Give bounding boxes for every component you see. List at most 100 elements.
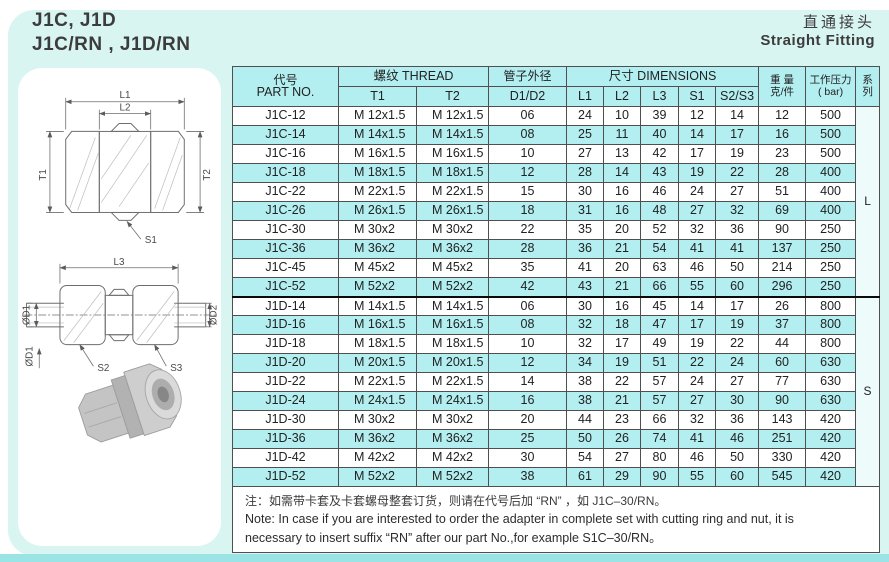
col-header-series-cn2: 列: [862, 85, 873, 98]
table-cell: 42: [640, 144, 679, 164]
table-cell: 63: [640, 258, 679, 278]
table-cell: 41: [714, 239, 760, 259]
table-cell: 54: [640, 239, 679, 259]
table-cell: 27: [714, 372, 760, 392]
table-cell: J1C-14: [232, 125, 339, 145]
table-cell: M 26x1.5: [338, 201, 417, 221]
table-cell: J1D-30: [232, 410, 339, 430]
table-cell: 30: [566, 295, 604, 316]
table-cell: 14: [488, 372, 567, 392]
table-cell: 21: [603, 239, 641, 259]
table-cell: M 30x2: [416, 410, 489, 430]
table-cell: 14: [603, 163, 641, 183]
dim-label-s1: S1: [145, 235, 158, 246]
table-cell: J1D-52: [232, 467, 339, 487]
product-title-cn: 直通接头: [802, 14, 875, 31]
table-cell: 26: [758, 295, 807, 316]
col-header-dimensions: 尺寸 DIMENSIONS: [565, 66, 760, 87]
table-cell: 24: [678, 372, 716, 392]
table-cell: M 16x1.5: [338, 144, 417, 164]
table-cell: M 14x1.5: [416, 295, 489, 316]
table-cell: J1C-18: [232, 163, 339, 183]
table-cell: 22: [714, 163, 760, 183]
table-cell: 137: [758, 239, 807, 259]
dim-label-l3: L3: [114, 257, 125, 268]
table-cell: 50: [714, 258, 760, 278]
table-cell: 74: [640, 429, 679, 449]
table-cell: M 18x1.5: [338, 334, 417, 354]
table-cell: M 36x2: [416, 429, 489, 449]
table-cell: 45: [640, 295, 679, 316]
table-cell: 35: [566, 220, 604, 240]
table-cell: 27: [603, 448, 641, 468]
table-cell: 36: [566, 239, 604, 259]
table-cell: 06: [488, 295, 567, 316]
table-row: J1C-12 M 12x1.5 M 12x1.5 06 24 10 39 12 14 12 500 L: [232, 106, 881, 297]
table-cell: 27: [714, 182, 760, 202]
table-cell: 50: [714, 448, 760, 468]
table-cell: 25: [566, 125, 604, 145]
table-cell: 38: [488, 467, 567, 487]
table-cell: 47: [640, 315, 679, 335]
table-cell: 60: [758, 353, 807, 373]
table-cell: M 42x2: [416, 448, 489, 468]
table-cell: 55: [678, 277, 716, 297]
table-cell: 24: [678, 182, 716, 202]
table-row: J1C-22 M 22x1.5 M 22x1.5 15 30 16 46 24 27 51 400: [232, 182, 880, 202]
notes-row: 注：如需带卡套及卡套螺母整套订货，则请在代号后加 “RN” ，如 J1C–30/…: [231, 486, 881, 553]
table-cell: M 36x2: [338, 429, 417, 449]
table-cell: 41: [678, 429, 716, 449]
table-cell: M 18x1.5: [416, 163, 489, 183]
table-cell: 11: [603, 125, 641, 145]
table-cell: J1D-22: [232, 372, 339, 392]
table-cell: 10: [488, 334, 567, 354]
table-cell: M 30x2: [338, 410, 417, 430]
table-cell: 38: [566, 372, 604, 392]
table-cell: J1C-36: [232, 239, 339, 259]
col-header-weight: 重 量 克/件: [758, 66, 807, 107]
table-cell: 46: [678, 448, 716, 468]
table-cell: M 52x2: [338, 467, 417, 487]
table-cell: 545: [758, 467, 807, 487]
table-cell: 29: [603, 467, 641, 487]
fitting-photo-drawing: [78, 363, 182, 443]
table-cell: 30: [566, 182, 604, 202]
table-cell: 23: [758, 144, 807, 164]
table-cell: 44: [758, 334, 807, 354]
table-cell: 44: [566, 410, 604, 430]
col-header-tube-od: 管子外径: [488, 66, 567, 87]
table-cell: M 16x1.5: [338, 315, 417, 335]
table-cell: M 45x2: [416, 258, 489, 278]
table-cell: M 45x2: [338, 258, 417, 278]
table-cell: 26: [603, 429, 641, 449]
table-cell: 22: [714, 334, 760, 354]
table-cell: 36: [714, 220, 760, 240]
dim-label-l2: L2: [120, 103, 131, 114]
table-cell: M 52x2: [338, 277, 417, 297]
dim-label-d1-inner: ØD1: [24, 346, 35, 366]
table-cell: 800: [805, 334, 857, 354]
table-cell: 41: [678, 239, 716, 259]
table-cell: 19: [714, 315, 760, 335]
table-row: J1D-52 M 52x2 M 52x2 38 61 29 90 55 60 545 420: [232, 467, 880, 487]
table-row: J1D-18 M 18x1.5 M 18x1.5 10 32 17 49 19 22 44 800: [232, 334, 880, 354]
table-cell: 14: [714, 106, 760, 126]
table-cell: 13: [603, 144, 641, 164]
table-cell: 630: [805, 353, 857, 373]
table-cell: 50: [566, 429, 604, 449]
table-cell: 14: [678, 125, 716, 145]
table-cell: 28: [566, 163, 604, 183]
notes-section: 注：如需带卡套及卡套螺母整套订货，则请在代号后加 “RN” ，如 J1C–30/…: [231, 486, 881, 553]
table-cell: 43: [640, 163, 679, 183]
table-cell: 34: [566, 353, 604, 373]
table-cell: 32: [566, 315, 604, 335]
table-cell: 500: [805, 106, 857, 126]
table-cell: 52: [640, 220, 679, 240]
table-cell: 69: [758, 201, 807, 221]
table-cell: 35: [488, 258, 567, 278]
table-cell: 51: [640, 353, 679, 373]
table-cell: 57: [640, 372, 679, 392]
table-cell: 800: [805, 315, 857, 335]
col-header-series-cn1: 系: [862, 74, 873, 87]
